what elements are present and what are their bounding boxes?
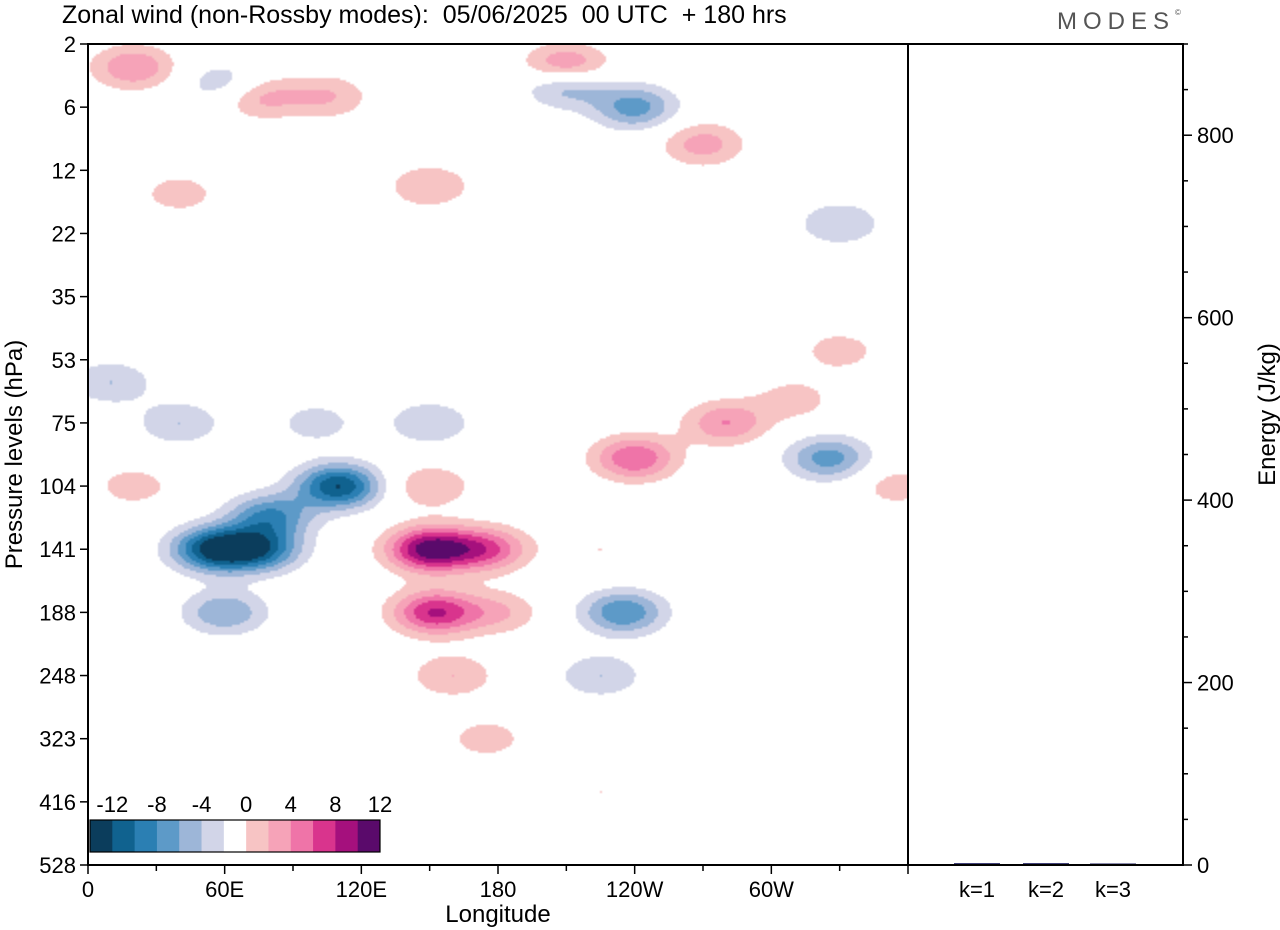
colorbar-label: 8 xyxy=(329,792,341,817)
y-tick-label: 248 xyxy=(39,664,76,689)
y-tick-label: 323 xyxy=(39,727,76,752)
x-tick-label: 60E xyxy=(205,877,244,902)
wind-heatmap xyxy=(88,44,908,865)
y-tick-label: 22 xyxy=(52,221,76,246)
energy-tick-label: 400 xyxy=(1197,488,1234,513)
colorbar-swatch xyxy=(246,820,269,852)
colorbar: -12 -8 -4 0 4 8 12 xyxy=(89,792,392,853)
colorbar-swatch xyxy=(313,820,336,852)
colorbar-swatch xyxy=(335,820,359,852)
x-tick-label: 60W xyxy=(749,877,794,902)
colorbar-swatch xyxy=(112,820,136,852)
x-axis-label: Longitude xyxy=(445,901,550,928)
energy-plot-frame xyxy=(907,43,1184,866)
axes: 2 6 12 22 35 53 75 104 141 188 248 323 416 528 Pressur… xyxy=(1,32,909,928)
y-tick-label: 141 xyxy=(39,537,76,562)
colorbar-swatch xyxy=(179,820,203,852)
colorbar-label: -8 xyxy=(147,792,167,817)
x-tick-label: 180 xyxy=(480,877,517,902)
y-tick-label: 53 xyxy=(52,348,76,373)
energy-category-label: k=1 xyxy=(959,877,995,902)
chart-title: Zonal wind (non-Rossby modes): 05/06/202… xyxy=(62,1,787,29)
y-tick-label: 528 xyxy=(39,853,76,878)
energy-axis-label: Energy (J/kg) xyxy=(1254,343,1280,486)
colorbar-label: 0 xyxy=(240,792,252,817)
energy-tick-label: 200 xyxy=(1197,671,1234,696)
colorbar-swatch xyxy=(134,820,158,852)
x-tick-label: 0 xyxy=(82,877,94,902)
y-tick-label: 35 xyxy=(52,285,76,310)
colorbar-swatch xyxy=(357,820,381,852)
colorbar-swatch xyxy=(90,820,113,852)
colorbar-label: -4 xyxy=(192,792,212,817)
y-tick-label: 6 xyxy=(64,95,76,120)
colorbar-swatch xyxy=(268,820,292,852)
energy-category-label: k=2 xyxy=(1028,877,1064,902)
colorbar-swatch xyxy=(290,820,314,852)
y-tick-label: 12 xyxy=(52,158,76,183)
y-axis-label: Pressure levels (hPa) xyxy=(1,340,28,569)
colorbar-label: 4 xyxy=(285,792,297,817)
modes-logo: MODES© xyxy=(1057,8,1181,35)
x-tick-label: 120W xyxy=(606,877,664,902)
colorbar-label: -12 xyxy=(96,792,128,817)
colorbar-swatch xyxy=(223,820,247,852)
energy-bars: 0 200 400 600 800 Energy (J/kg) k=1 k=2 k=3 xyxy=(954,43,1280,902)
energy-category-label: k=3 xyxy=(1095,877,1131,902)
y-tick-label: 75 xyxy=(52,411,76,436)
y-tick-label: 188 xyxy=(39,600,76,625)
x-tick-label: 120E xyxy=(336,877,387,902)
energy-tick-label: 800 xyxy=(1197,123,1234,148)
colorbar-label: 12 xyxy=(368,792,392,817)
y-tick-label: 2 xyxy=(64,32,76,57)
y-tick-label: 416 xyxy=(39,790,76,815)
energy-tick-label: 600 xyxy=(1197,306,1234,331)
colorbar-swatch xyxy=(201,820,225,852)
colorbar-swatch xyxy=(156,820,180,852)
y-tick-label: 104 xyxy=(39,474,76,499)
energy-tick-label: 0 xyxy=(1197,853,1209,878)
